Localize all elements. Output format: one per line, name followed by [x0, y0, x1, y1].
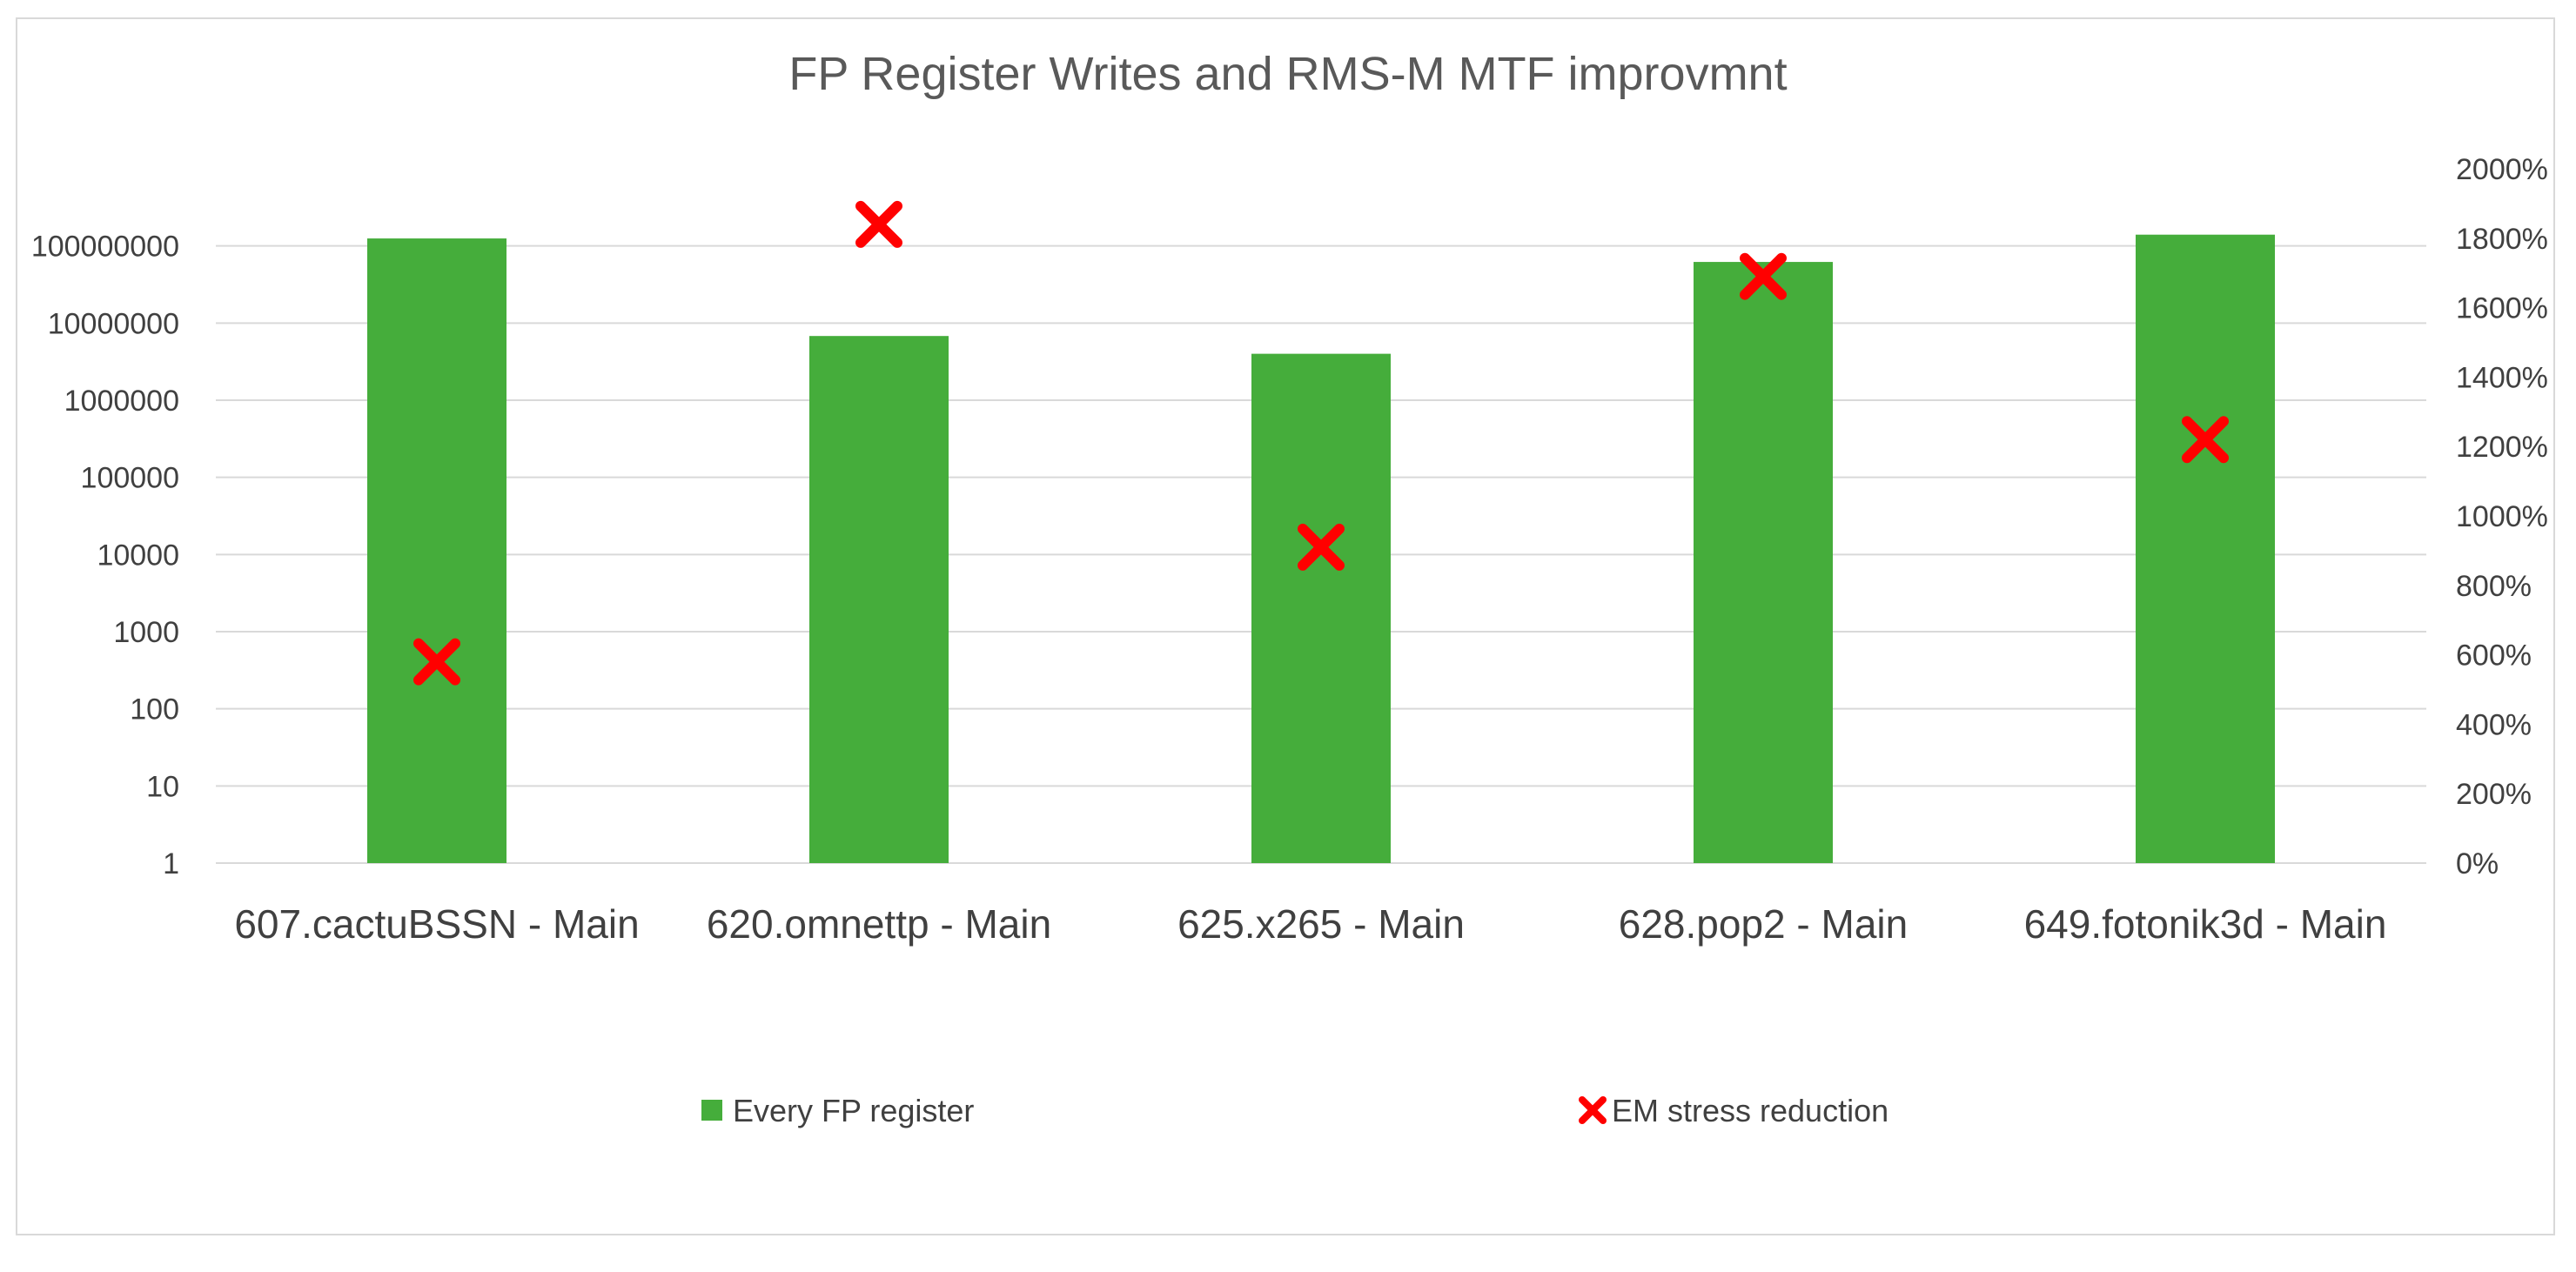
- bar: [367, 238, 506, 863]
- left-axis-tick-label: 1000000: [64, 385, 179, 418]
- left-axis-tick-label: 100: [130, 693, 179, 726]
- left-axis-tick-label: 10000000: [48, 307, 179, 340]
- left-axis-ticks: 1 10 100 1000 10000 100000 1000000 10000000 1000…: [31, 231, 179, 880]
- right-axis-tick-label: 1000%: [2456, 500, 2548, 533]
- right-axis-tick-label: 400%: [2456, 708, 2532, 741]
- category-label: 649.fotonik3d - Main: [2024, 901, 2387, 947]
- left-axis-tick-label: 100000000: [31, 231, 179, 264]
- right-axis-tick-label: 0%: [2456, 847, 2499, 880]
- legend-label: Every FP register: [733, 1093, 974, 1128]
- left-axis-tick-label: 10: [146, 770, 179, 803]
- legend-swatch-bar: [701, 1100, 722, 1121]
- x-marker: [855, 200, 902, 248]
- x-marker: [1740, 252, 1787, 300]
- x-marker: [1298, 523, 1345, 571]
- right-axis-tick-label: 1600%: [2456, 292, 2548, 325]
- category-label: 607.cactuBSSN - Main: [234, 901, 639, 947]
- category-label: 625.x265 - Main: [1177, 901, 1465, 947]
- legend-swatch-marker: [1579, 1096, 1607, 1124]
- bar-series: [367, 234, 2275, 864]
- right-axis-tick-label: 1200%: [2456, 431, 2548, 464]
- right-axis-tick-label: 800%: [2456, 570, 2532, 603]
- marker-series: [413, 200, 2229, 686]
- chart-title: FP Register Writes and RMS-M MTF improvm…: [788, 48, 1787, 100]
- right-axis-tick-label: 2000%: [2456, 153, 2548, 186]
- bar: [1694, 262, 1833, 864]
- left-axis-tick-label: 10000: [97, 539, 179, 572]
- category-label: 628.pop2 - Main: [1619, 901, 1908, 947]
- x-marker: [2182, 416, 2229, 464]
- right-axis-tick-label: 200%: [2456, 778, 2532, 811]
- left-axis-tick-label: 1: [163, 847, 179, 880]
- x-marker: [413, 638, 460, 686]
- category-label: 620.omnettp - Main: [707, 901, 1051, 947]
- right-axis-tick-label: 1400%: [2456, 361, 2548, 394]
- bar: [1251, 353, 1391, 864]
- right-axis-tick-label: 1800%: [2456, 223, 2548, 256]
- left-axis-tick-label: 100000: [81, 462, 179, 495]
- bar: [2136, 234, 2275, 864]
- right-axis-tick-label: 600%: [2456, 639, 2532, 673]
- bar: [809, 336, 949, 863]
- legend-label: EM stress reduction: [1612, 1093, 1888, 1128]
- right-axis-ticks: 0% 200% 400% 600% 800% 1000% 1200% 1400% 1600% 18…: [2456, 153, 2548, 880]
- category-labels: 607.cactuBSSN - Main 620.omnettp - Main 62…: [234, 901, 2386, 947]
- left-axis-tick-label: 1000: [113, 616, 179, 649]
- legend: Every FP register EM stress reduction: [701, 1093, 1888, 1128]
